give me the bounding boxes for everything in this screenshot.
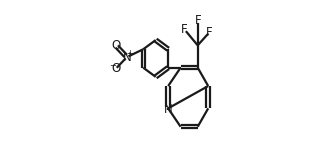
Text: N: N — [164, 103, 173, 116]
Text: O: O — [111, 39, 120, 52]
Text: +: + — [126, 49, 133, 58]
Text: N: N — [122, 51, 131, 64]
Text: O: O — [111, 62, 120, 75]
Text: −: − — [109, 62, 116, 71]
Text: F: F — [194, 14, 201, 27]
Text: F: F — [181, 23, 188, 36]
Text: F: F — [206, 26, 213, 39]
